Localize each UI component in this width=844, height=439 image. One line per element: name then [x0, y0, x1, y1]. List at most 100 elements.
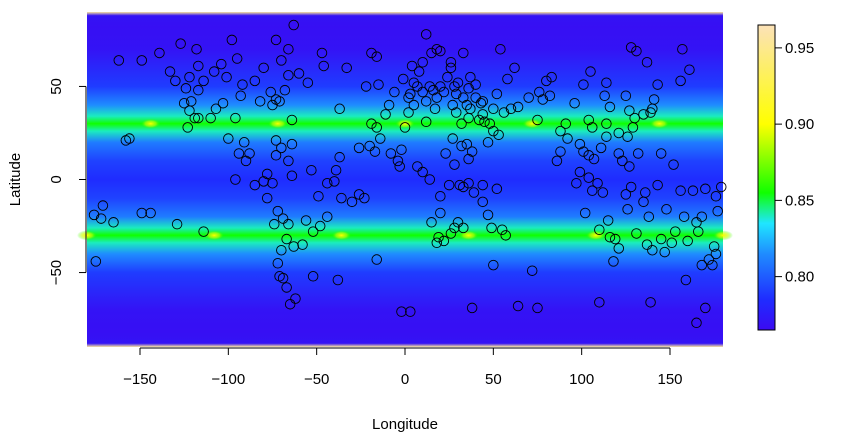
- data-point: [622, 131, 633, 142]
- data-point: [488, 259, 499, 271]
- data-point: [136, 207, 148, 219]
- data-point: [396, 144, 407, 155]
- data-point: [604, 101, 616, 113]
- data-point: [604, 231, 616, 243]
- data-point: [500, 230, 511, 241]
- data-point: [244, 148, 255, 159]
- data-point: [373, 79, 384, 90]
- data-point: [488, 103, 499, 115]
- colorbar-tick-label: 0.90: [785, 116, 814, 133]
- data-point: [193, 112, 204, 124]
- data-point: [164, 66, 176, 77]
- data-point: [696, 211, 708, 222]
- data-point: [389, 86, 400, 98]
- point-layer: [88, 19, 727, 329]
- data-point: [680, 274, 692, 286]
- data-point: [258, 176, 269, 187]
- data-point: [641, 57, 653, 68]
- data-point: [136, 55, 148, 66]
- data-point: [707, 259, 718, 271]
- data-point: [463, 112, 474, 124]
- data-point: [463, 177, 474, 189]
- data-point: [97, 200, 109, 211]
- hotspot-mark: [458, 230, 479, 241]
- data-point: [449, 222, 460, 234]
- data-point: [336, 192, 347, 204]
- data-point: [601, 118, 612, 129]
- data-point: [413, 66, 425, 77]
- data-point: [429, 103, 441, 115]
- data-point: [482, 209, 494, 221]
- hotspot-mark: [204, 230, 225, 241]
- data-point: [435, 190, 446, 202]
- data-point: [396, 306, 407, 317]
- data-point: [412, 161, 423, 172]
- data-point: [585, 66, 596, 77]
- data-point: [426, 217, 437, 228]
- data-point: [286, 138, 298, 150]
- data-point: [477, 96, 488, 107]
- data-point: [512, 101, 524, 113]
- data-point: [178, 97, 190, 109]
- data-point: [171, 218, 183, 230]
- data-point: [592, 177, 603, 189]
- data-point: [578, 146, 589, 157]
- data-point: [193, 60, 204, 72]
- data-point: [394, 161, 405, 172]
- data-point: [708, 241, 720, 252]
- data-point: [435, 81, 446, 92]
- data-point: [290, 293, 301, 304]
- data-point: [371, 51, 382, 62]
- data-point: [555, 125, 566, 137]
- data-point: [613, 127, 625, 139]
- data-point: [300, 215, 312, 226]
- data-point: [359, 192, 370, 204]
- colorbar-tick-label: 0.80: [785, 269, 814, 286]
- data-point: [678, 211, 690, 222]
- hotspot-mark: [331, 230, 352, 241]
- data-point: [622, 204, 633, 215]
- data-point: [466, 302, 478, 314]
- x-ticks: −150 −100 −50 0 50 100 150: [123, 348, 683, 388]
- data-point: [193, 84, 204, 96]
- data-point: [632, 148, 644, 159]
- data-point: [216, 58, 227, 70]
- data-point: [314, 220, 326, 232]
- hotspot-mark: [585, 230, 606, 241]
- data-point: [276, 244, 287, 256]
- data-point: [449, 81, 460, 92]
- data-point: [449, 159, 460, 170]
- data-point: [613, 148, 625, 159]
- data-point: [661, 204, 672, 215]
- data-point: [329, 176, 340, 187]
- data-point: [182, 122, 193, 133]
- data-point: [233, 148, 245, 159]
- data-point: [461, 99, 473, 111]
- data-point: [541, 75, 552, 87]
- data-point: [486, 222, 497, 234]
- data-point: [322, 211, 333, 222]
- data-point: [420, 29, 432, 40]
- data-point: [648, 94, 660, 105]
- data-point: [594, 224, 605, 235]
- hotspot-mark: [522, 118, 543, 129]
- x-axis: −150 −100 −50 0 50 100 150: [123, 347, 683, 388]
- data-point: [551, 155, 563, 167]
- data-point: [463, 153, 474, 165]
- data-point: [406, 60, 418, 72]
- data-point: [281, 233, 292, 245]
- data-point: [417, 166, 428, 178]
- data-point: [495, 43, 506, 55]
- x-tick-label: −150: [123, 371, 157, 388]
- data-point: [571, 177, 582, 189]
- data-point: [237, 79, 248, 90]
- data-point: [405, 88, 416, 100]
- data-point: [399, 122, 411, 133]
- data-point: [629, 112, 640, 124]
- data-point: [583, 172, 594, 183]
- hotspot-mark: [77, 230, 97, 241]
- data-point: [555, 146, 566, 157]
- data-point: [417, 86, 428, 98]
- data-point: [286, 114, 298, 126]
- data-point: [715, 181, 727, 193]
